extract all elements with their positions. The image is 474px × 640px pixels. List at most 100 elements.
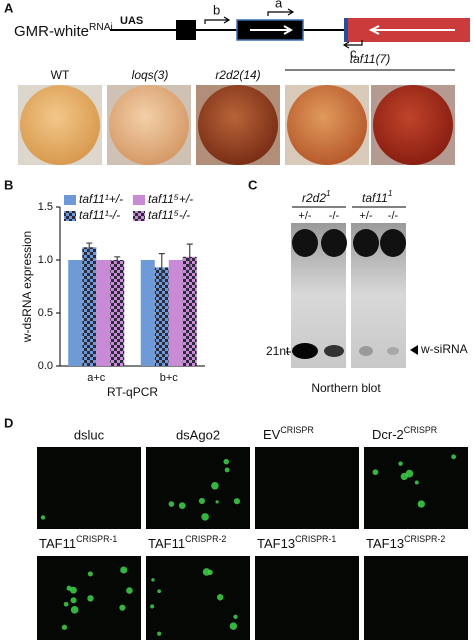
eye xyxy=(373,85,453,165)
construct-name-sup: RNAi xyxy=(89,22,113,33)
gfp-cell xyxy=(233,498,241,505)
bar xyxy=(140,260,155,366)
genotype-label: taf11(7) xyxy=(350,52,390,66)
micrograph xyxy=(364,556,468,640)
eye xyxy=(287,85,367,165)
gfp-cell xyxy=(150,604,155,609)
eye xyxy=(20,85,100,165)
tile-label: TAF13CRISPR-1 xyxy=(257,534,336,551)
tile-label-sup: CRISPR-1 xyxy=(76,534,117,544)
legend-label: taf11⁵-/- xyxy=(148,208,190,222)
tile-label-main: TAF11 xyxy=(39,536,76,551)
blot-small-band xyxy=(324,345,344,357)
blot-group-label: taf111 xyxy=(362,189,392,205)
tile-label: Dcr-2CRISPR xyxy=(372,425,437,442)
error-bar xyxy=(86,242,93,252)
gfp-cell xyxy=(216,594,224,601)
y-tick-label: 0.5 xyxy=(38,307,53,319)
eye xyxy=(198,85,278,165)
tile-label: TAF13CRISPR-2 xyxy=(366,534,445,551)
x-tick-label: a+c xyxy=(87,372,106,384)
tile-label: dsAgo2 xyxy=(176,427,220,442)
gfp-cell xyxy=(201,513,209,521)
blot-top-band xyxy=(292,229,318,257)
bar xyxy=(182,256,197,366)
antisense-edge xyxy=(344,18,348,42)
bar xyxy=(68,260,83,366)
promoter-label: UAS xyxy=(120,15,143,27)
micrograph xyxy=(37,447,141,529)
gfp-cell xyxy=(372,469,379,476)
blot-top-band xyxy=(321,229,347,257)
blot-small-band xyxy=(292,343,318,359)
gfp-cell xyxy=(398,461,403,466)
tile-label-main: TAF11 xyxy=(148,536,185,551)
error-bar xyxy=(186,243,193,270)
tile-label-sup: CRISPR-2 xyxy=(404,534,445,544)
blot-small-band xyxy=(359,346,373,356)
legend-swatch xyxy=(64,195,76,205)
legend-label: taf11¹-/- xyxy=(79,208,120,222)
legend-swatch xyxy=(133,211,145,221)
gfp-cell xyxy=(40,515,46,520)
lane-label: -/- xyxy=(329,210,340,222)
micrograph xyxy=(255,447,359,529)
tile-label: EVCRISPR xyxy=(263,425,314,442)
marker-label: 21nt xyxy=(266,344,290,358)
gfp-cell xyxy=(405,469,414,478)
lane-label: +/- xyxy=(359,210,372,222)
gfp-cell xyxy=(202,568,211,576)
gfp-cell xyxy=(198,497,206,505)
gfp-cell xyxy=(126,587,133,594)
gfp-cell xyxy=(151,578,155,582)
panel-label: B xyxy=(4,177,13,192)
blot-group-label-main: taf11 xyxy=(362,191,388,205)
blot-group-label-sup: 1 xyxy=(388,189,393,198)
tile-label-main: EV xyxy=(263,427,281,442)
tile-label-main: TAF13 xyxy=(257,536,295,551)
y-tick-label: 1.0 xyxy=(38,254,53,266)
gfp-cell xyxy=(70,606,79,614)
genotype-label: loqs(3) xyxy=(132,68,169,82)
genotype-label: WT xyxy=(51,68,70,82)
band-label: w-siRNA xyxy=(420,342,468,356)
panel-label: D xyxy=(4,415,13,430)
gfp-cell xyxy=(70,597,77,604)
y-tick-label: 0.0 xyxy=(38,360,53,372)
blot-top-band xyxy=(353,229,379,257)
blot-group-label-main: r2d2 xyxy=(302,191,326,205)
bar xyxy=(82,247,97,366)
gfp-cell xyxy=(417,500,425,508)
construct-name: GMR-whiteRNAi xyxy=(14,22,113,40)
blot-small-band xyxy=(387,347,399,355)
primer-label: b xyxy=(213,2,220,17)
primer-label: c xyxy=(350,45,357,60)
gfp-cell xyxy=(69,586,77,594)
x-tick-label: b+c xyxy=(160,372,179,384)
bar xyxy=(154,267,169,366)
gfp-cell xyxy=(223,458,230,465)
gfp-cell xyxy=(451,454,457,460)
micrograph xyxy=(364,447,468,529)
panel-label: A xyxy=(4,0,14,15)
gfp-cell xyxy=(157,589,162,594)
legend-label: taf11⁵+/- xyxy=(148,192,193,206)
gfp-cell xyxy=(211,481,219,490)
legend-swatch xyxy=(64,211,76,221)
primer-arrow xyxy=(267,8,295,16)
band-arrow xyxy=(410,345,418,355)
lane-label: -/- xyxy=(388,210,399,222)
tile-label-sup: CRISPR-1 xyxy=(295,534,336,544)
gfp-cell xyxy=(157,631,162,636)
primer-arrow xyxy=(204,16,231,24)
bar xyxy=(96,260,111,366)
tile-label: TAF11CRISPR-1 xyxy=(39,534,117,551)
tile-label-main: TAF13 xyxy=(366,536,404,551)
eye xyxy=(109,85,189,165)
tile-label: TAF11CRISPR-2 xyxy=(148,534,226,551)
error-bar xyxy=(114,256,121,264)
blot-group-label: r2d21 xyxy=(302,189,331,205)
bar xyxy=(110,260,125,366)
primer-arrow xyxy=(342,40,363,49)
genotype-label: r2d2(14) xyxy=(215,68,260,82)
